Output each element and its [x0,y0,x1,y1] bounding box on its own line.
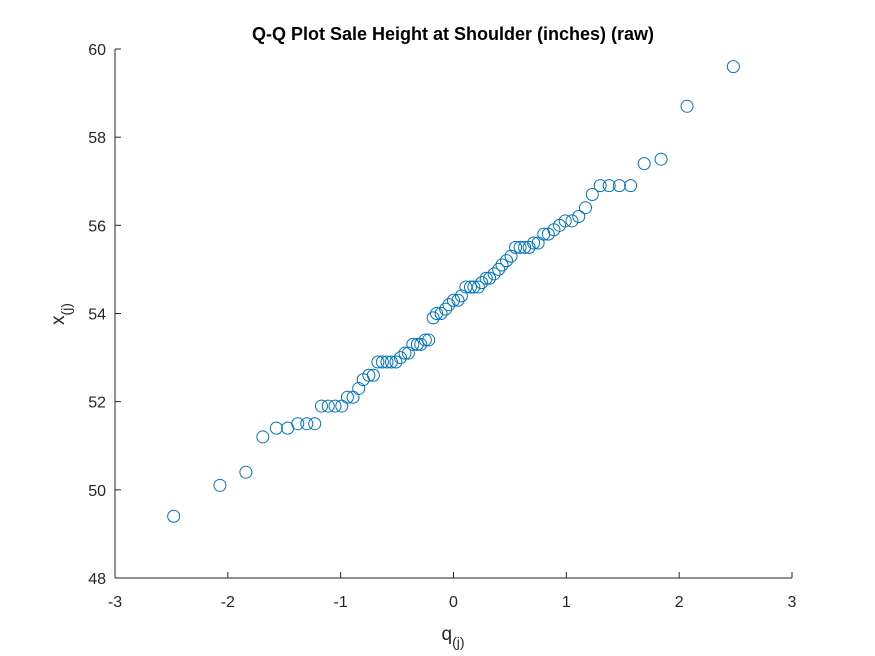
data-point [612,179,626,193]
y-tick-label: 52 [88,395,106,412]
x-axis-label-base: q [441,624,452,645]
data-point [487,267,501,281]
data-point [321,399,335,413]
data-point [475,276,489,290]
data-point [430,307,444,320]
data-point [654,152,668,166]
data-point [579,201,593,215]
data-point [362,368,376,382]
data-point [572,210,586,224]
data-point [384,355,398,369]
data-point [366,368,380,382]
x-tick-label: 3 [788,594,797,611]
chart-title: Q-Q Plot Sale Height at Shoulder (inches… [252,24,654,44]
y-tick-label: 56 [88,218,106,235]
data-point [352,381,366,395]
x-axis-ticks: -3 -2 -1 0 1 2 3 [108,572,797,611]
data-point [380,355,394,369]
data-point [410,337,424,351]
data-point [492,262,506,276]
data-point [426,311,440,325]
data-point [434,307,448,320]
data-point [504,249,518,263]
x-tick-label: 1 [562,594,571,611]
data-point [463,280,477,294]
data-point [371,355,385,369]
data-point [167,509,181,523]
data-point [308,417,322,431]
x-axis-label-sub: (j) [452,634,464,650]
data-point [291,417,305,431]
data-point [593,179,607,193]
data-point [439,302,453,316]
data-point [680,99,694,113]
data-point [479,271,493,285]
data-point [269,421,283,435]
data-point [726,60,740,74]
y-axis-ticks: 48 50 52 54 56 58 60 [88,42,121,588]
data-point [471,280,485,294]
x-tick-label: -2 [221,594,235,611]
data-point [314,399,328,413]
x-axis-label: q(j) [441,624,464,650]
data-point [500,254,514,268]
data-point [522,240,536,254]
data-point [414,337,428,351]
x-tick-label: -3 [108,594,122,611]
y-tick-label: 50 [88,483,106,500]
data-point [375,355,389,369]
data-point [495,258,509,272]
x-tick-label: 0 [449,594,458,611]
data-point [422,333,436,347]
data-point [585,187,599,201]
y-tick-label: 60 [88,42,106,59]
data-point [401,346,415,360]
y-tick-label: 54 [88,307,106,324]
data-point [509,240,523,254]
data-point [454,289,468,303]
data-point [602,179,616,193]
data-point [406,337,420,351]
y-axis-label-base: x [48,315,69,325]
data-point [518,240,532,254]
y-tick-label: 58 [88,130,106,147]
data-point [447,293,460,307]
data-point [637,157,651,171]
data-point [483,271,497,285]
data-point [256,430,270,444]
data-point [393,351,407,365]
data-point [565,214,579,228]
data-point [418,333,432,347]
y-axis-label: x(j) [48,303,74,325]
data-point [213,478,227,492]
data-point [527,236,541,250]
data-point [328,399,342,413]
data-point [442,298,456,312]
data-points [167,60,740,523]
y-axis-label-sub: (j) [58,303,74,315]
data-point [398,346,412,360]
data-point [340,390,354,404]
data-point [513,240,527,254]
x-tick-label: 2 [675,594,684,611]
x-tick-label: -1 [334,594,348,611]
data-point [467,280,481,294]
data-point [300,417,314,431]
y-tick-label: 48 [88,571,106,588]
data-point [239,465,253,479]
data-point [389,355,403,369]
data-point [451,293,465,307]
data-point [624,179,638,193]
data-point [558,214,572,228]
